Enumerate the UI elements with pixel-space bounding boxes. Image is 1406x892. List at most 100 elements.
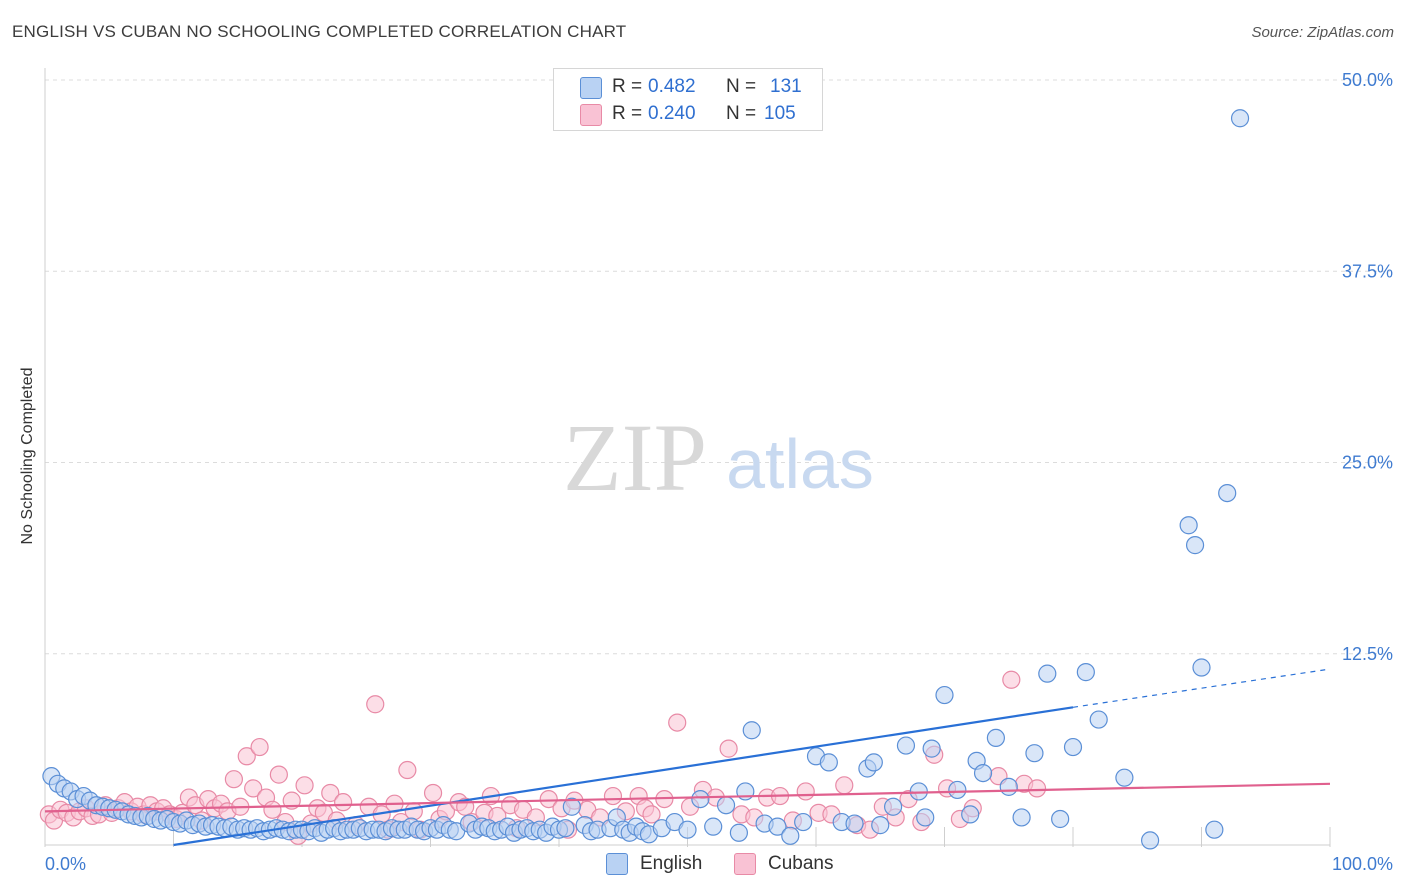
english-point	[1230, 109, 1250, 128]
english-point	[1089, 710, 1108, 729]
english-point	[1038, 664, 1057, 683]
y-tick-label: 37.5%	[1342, 261, 1393, 281]
cubans-point	[796, 782, 815, 801]
english-point	[716, 796, 736, 815]
english-point	[986, 728, 1006, 748]
legend-row-english: R = 0.482 N = 131	[580, 74, 820, 100]
source-label: Source: ZipAtlas.com	[1251, 24, 1394, 41]
grid-lines	[45, 79, 1390, 655]
english-point	[562, 797, 581, 816]
english-point	[1115, 768, 1134, 787]
cubans-point	[237, 747, 256, 766]
cubans-trend-line	[44, 782, 1331, 813]
english-point	[845, 814, 864, 833]
english-point	[781, 826, 800, 845]
english-point	[1063, 737, 1083, 757]
cubans-point	[404, 802, 423, 821]
english-point	[1179, 516, 1198, 535]
english-point	[691, 789, 710, 809]
cubans-point	[719, 739, 738, 758]
english-point	[1192, 658, 1211, 677]
english-swatch	[580, 77, 602, 99]
legend-row-cubans: R = 0.240 N = 105	[580, 101, 820, 127]
stats-legend: R = 0.482 N = 131 R = 0.240 N = 105	[553, 68, 823, 131]
watermark: ZIP atlas	[563, 404, 874, 511]
english-point	[864, 753, 883, 772]
english-legend-swatch	[606, 853, 628, 875]
cubans-swatch	[580, 104, 602, 126]
y-tick-labels: 12.5% 25.0% 37.5% 50.0%	[1342, 70, 1393, 664]
english-legend-label: English	[640, 853, 703, 874]
y-tick-label: 25.0%	[1342, 453, 1393, 473]
english-point	[1012, 808, 1031, 827]
english-point	[961, 805, 980, 824]
legend-item-cubans[interactable]: Cubans	[734, 852, 834, 876]
english-r-label: R =	[612, 76, 643, 97]
english-point	[704, 817, 723, 836]
english-point	[768, 817, 787, 836]
cubans-point	[603, 786, 623, 806]
cubans-point	[1002, 670, 1021, 689]
x-tick-label-min: 0.0%	[45, 854, 86, 874]
english-point	[916, 808, 935, 827]
english-points	[42, 109, 1250, 850]
cubans-n-value: 105	[764, 103, 796, 124]
cubans-point	[423, 783, 443, 803]
english-point	[678, 820, 697, 839]
english-trend-extension	[1072, 668, 1331, 708]
english-r-value: 0.482	[648, 76, 696, 97]
cubans-point	[642, 805, 661, 824]
cubans-point	[366, 695, 385, 714]
english-trend-line	[173, 706, 1074, 847]
trend-lines	[44, 668, 1331, 847]
english-point	[896, 736, 916, 755]
cubans-point	[835, 776, 854, 795]
english-point	[729, 823, 749, 842]
english-point	[556, 819, 575, 838]
cubans-point	[1027, 779, 1047, 798]
english-point	[883, 797, 903, 816]
english-point	[922, 739, 941, 758]
y-tick-label: 50.0%	[1342, 70, 1393, 90]
cubans-point	[295, 776, 314, 795]
cubans-point	[244, 779, 263, 798]
cubans-point	[263, 800, 282, 819]
english-point	[1140, 831, 1160, 850]
legend-item-english[interactable]: English	[606, 852, 702, 876]
english-point	[1218, 484, 1237, 503]
cubans-point	[398, 760, 417, 780]
english-point	[871, 816, 890, 835]
english-point	[1205, 820, 1224, 839]
cubans-point	[321, 783, 340, 803]
english-point	[935, 685, 954, 705]
english-point	[948, 780, 967, 800]
english-point	[794, 812, 813, 832]
cubans-legend-swatch	[734, 853, 756, 875]
cubans-legend-label: Cubans	[768, 853, 834, 874]
english-n-label: N =	[726, 76, 757, 97]
english-point	[819, 753, 838, 772]
english-point	[742, 721, 761, 740]
english-point	[999, 777, 1018, 796]
cubans-r-value: 0.240	[648, 103, 696, 124]
x-tick-label-max: 100.0%	[1332, 854, 1393, 874]
cubans-n-label: N =	[726, 103, 757, 124]
english-n-value: 131	[770, 76, 802, 97]
cubans-point	[539, 789, 558, 809]
watermark-atlas: atlas	[726, 425, 874, 503]
cubans-point	[224, 770, 243, 789]
english-point	[973, 763, 993, 783]
cubans-r-label: R =	[612, 103, 643, 124]
chart-title: ENGLISH VS CUBAN NO SCHOOLING COMPLETED …	[12, 22, 627, 41]
cubans-point	[250, 737, 269, 757]
cubans-point	[668, 713, 687, 732]
english-point	[1025, 744, 1044, 763]
english-point	[1051, 809, 1070, 829]
cubans-point	[269, 765, 288, 784]
y-tick-label: 12.5%	[1342, 644, 1393, 664]
cubans-point	[334, 793, 353, 812]
watermark-zip: ZIP	[563, 404, 707, 511]
english-point	[1076, 663, 1095, 682]
english-point	[1185, 536, 1205, 555]
